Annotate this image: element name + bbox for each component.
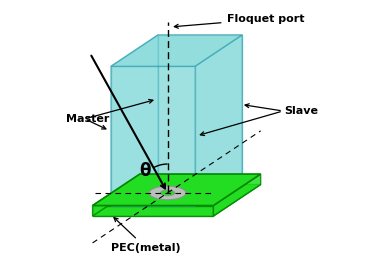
Polygon shape <box>195 35 242 206</box>
Polygon shape <box>92 206 213 216</box>
Text: Master: Master <box>66 114 110 124</box>
Polygon shape <box>111 35 242 66</box>
Text: PEC(metal): PEC(metal) <box>111 218 181 253</box>
Ellipse shape <box>160 190 175 196</box>
Polygon shape <box>92 174 261 206</box>
Text: Floquet port: Floquet port <box>174 14 304 28</box>
Ellipse shape <box>149 186 186 200</box>
Text: Slave: Slave <box>284 106 318 116</box>
Polygon shape <box>213 174 261 216</box>
Polygon shape <box>111 66 195 206</box>
Text: $\bfθ$: $\bfθ$ <box>139 162 152 180</box>
Polygon shape <box>92 185 261 216</box>
Polygon shape <box>111 35 158 206</box>
Polygon shape <box>158 35 242 174</box>
Polygon shape <box>92 174 140 216</box>
